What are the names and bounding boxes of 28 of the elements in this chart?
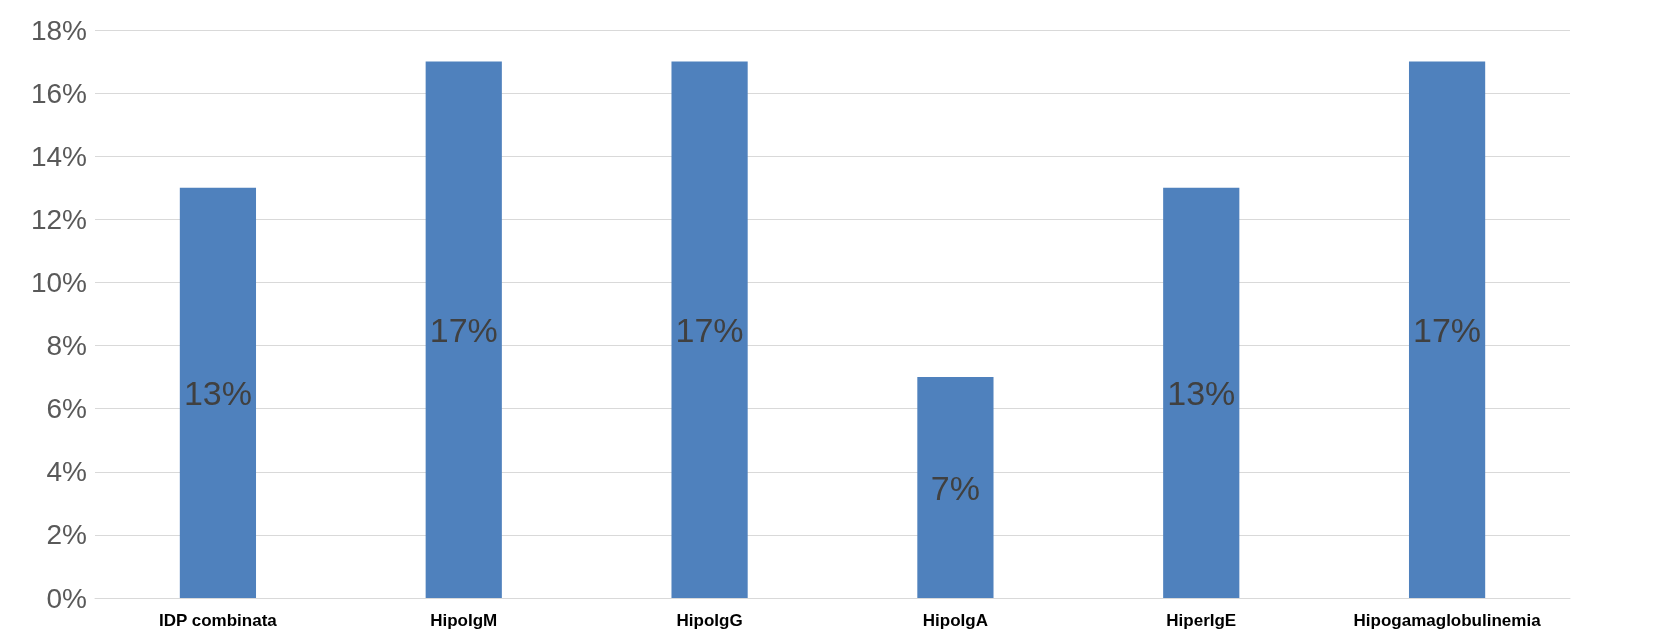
x-tick-label: HipoIgM [430,611,498,630]
bar [917,377,994,598]
data-label: 17% [1413,310,1482,349]
bar [425,61,502,598]
y-tick-label: 6% [46,393,87,425]
x-tick-label: Hipogamaglobulinemia [1353,611,1542,630]
x-tick-label: IDP combinata [159,611,278,630]
y-tick-label: 8% [46,330,87,362]
y-tick-label: 14% [30,140,87,172]
data-label: 17% [429,310,498,349]
x-tick-label: HiperIgE [1166,611,1237,630]
bar [671,61,748,598]
data-label: 17% [675,310,744,349]
data-label: 13% [1167,373,1236,412]
x-tick-label: HipoIgA [922,611,988,630]
data-label: 7% [930,468,980,507]
y-tick-label: 12% [30,203,87,235]
y-tick-label: 2% [46,519,87,551]
bar [179,187,257,598]
y-tick-label: 16% [30,77,87,109]
data-label: 13% [183,373,252,412]
y-tick-label: 10% [30,266,87,298]
y-tick-label: 4% [46,456,87,488]
bar [1408,61,1486,598]
y-tick-label: 0% [46,582,87,614]
x-tick-label: HipoIgG [676,611,743,630]
bar [1163,187,1240,598]
y-tick-label: 18% [30,14,87,46]
